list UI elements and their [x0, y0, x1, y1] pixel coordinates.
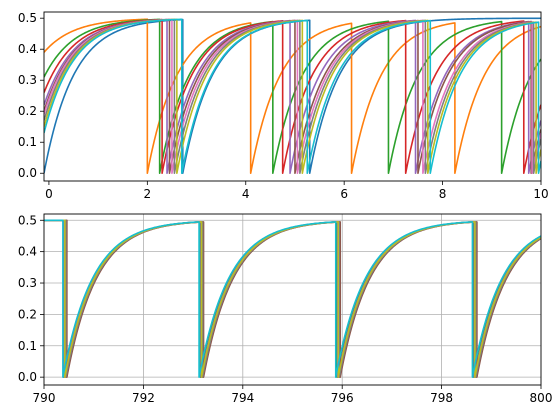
series-group — [44, 219, 541, 378]
x-tick-label: 4 — [242, 187, 250, 201]
series-line-10 — [44, 219, 541, 378]
y-tick-label: 0.1 — [18, 339, 37, 353]
y-tick-label: 0.5 — [18, 213, 37, 227]
x-tick-label: 0 — [45, 187, 53, 201]
x-tick-label: 790 — [33, 391, 56, 405]
x-tick-label: 2 — [144, 187, 152, 201]
y-tick-label: 0.3 — [18, 276, 37, 290]
y-tick-label: 0.4 — [18, 42, 37, 56]
x-tick-label: 800 — [530, 391, 553, 405]
y-tick-label: 0.4 — [18, 245, 37, 259]
axes-frame — [43, 213, 542, 386]
series-group — [44, 17, 541, 175]
x-tick-label: 10 — [533, 187, 548, 201]
y-tick-label: 0.2 — [18, 307, 37, 321]
bottom-panel: 790 792 794 796 798 800 0.0 0.1 0.2 0.3 0.4 0.5 — [18, 213, 553, 405]
y-tick-label: 0.5 — [18, 11, 37, 25]
x-tick-label: 8 — [439, 187, 447, 201]
y-tick-label: 0.1 — [18, 135, 37, 149]
y-tick-label: 0.0 — [18, 370, 37, 384]
series-line-2 — [44, 18, 541, 175]
x-tick-label: 794 — [231, 391, 254, 405]
series-line-3 — [44, 18, 541, 175]
x-tick-label: 792 — [132, 391, 155, 405]
x-tick-label: 6 — [340, 187, 348, 201]
y-tick-label: 0.2 — [18, 104, 37, 118]
x-tick-label: 796 — [331, 391, 354, 405]
y-tick-label: 0.3 — [18, 73, 37, 87]
top-panel: 0 2 4 6 8 10 0.0 0.1 0.2 0.3 0.4 0.5 — [18, 11, 549, 201]
axes-frame — [43, 11, 542, 182]
x-tick-label: 798 — [430, 391, 453, 405]
series-line-10 — [44, 18, 541, 175]
y-tick-label: 0.0 — [18, 166, 37, 180]
